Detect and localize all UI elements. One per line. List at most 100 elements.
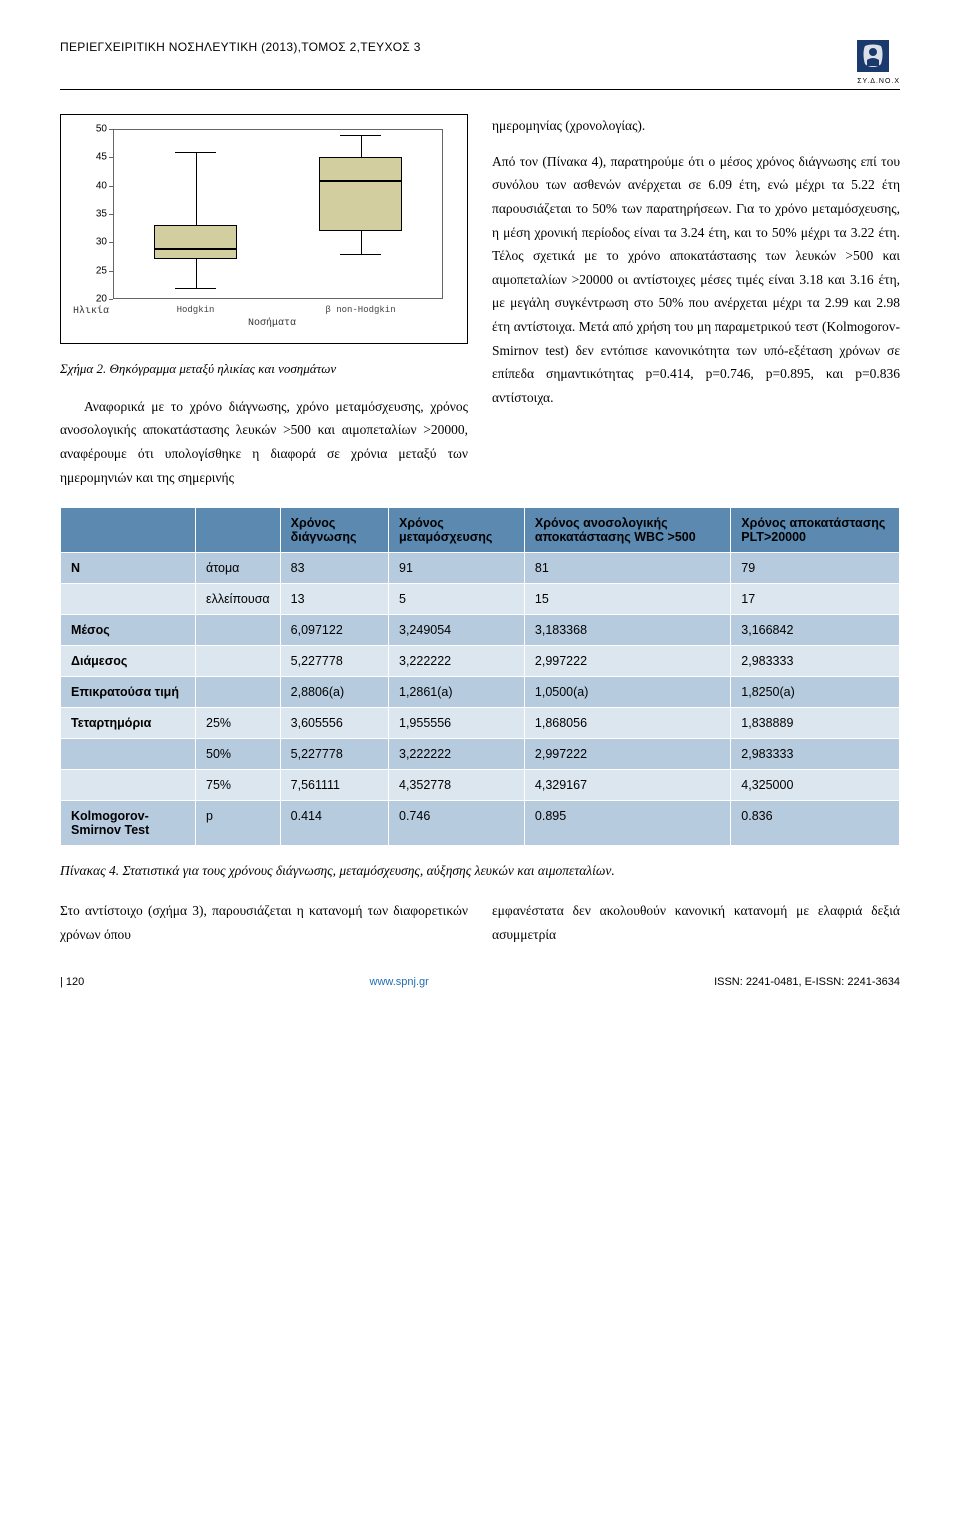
whisker-upper: [196, 152, 197, 226]
page-number: | 120: [60, 976, 84, 988]
table-header-cell: Χρόνος αποκατάστασης PLT>20000: [731, 508, 900, 553]
whisker-lower: [361, 231, 362, 254]
table-cell: 3,166842: [731, 615, 900, 646]
x-tick-label: β non-Hodgkin: [325, 303, 395, 319]
table-row: Τεταρτημόρια25%3,6055561,9555561,8680561…: [61, 708, 900, 739]
table-cell: 5: [389, 584, 525, 615]
table-cell: 17: [731, 584, 900, 615]
y-tick: [109, 186, 113, 187]
whisker-lower: [196, 259, 197, 287]
table-cell: 3,222222: [389, 646, 525, 677]
table-cell: 1,955556: [389, 708, 525, 739]
whisker-cap-upper: [340, 135, 381, 136]
table-cell: 3,605556: [280, 708, 388, 739]
table-cell: 3,249054: [389, 615, 525, 646]
table-header-cell: Χρόνος ανοσολογικής αποκατάστασης WBC >5…: [524, 508, 730, 553]
y-tick-label: 50: [87, 120, 107, 138]
logo-icon: [857, 40, 889, 78]
left-paragraph: Αναφορικά με το χρόνο διάγνωσης, χρόνο μ…: [60, 395, 468, 490]
table-cell: [196, 615, 281, 646]
chart-caption: Σχήμα 2. Θηκόγραμμα μεταξύ ηλικίας και ν…: [60, 358, 468, 381]
whisker-cap-lower: [340, 254, 381, 255]
table-cell: 13: [280, 584, 388, 615]
y-tick-label: 45: [87, 149, 107, 167]
table-cell: 0.746: [389, 801, 525, 846]
table-cell: [61, 770, 196, 801]
table-cell: [196, 677, 281, 708]
table-cell: 2,997222: [524, 739, 730, 770]
table-cell: Τεταρτημόρια: [61, 708, 196, 739]
table-row: 75%7,5611114,3527784,3291674,325000: [61, 770, 900, 801]
y-tick: [109, 299, 113, 300]
y-tick: [109, 242, 113, 243]
table-cell: 3,222222: [389, 739, 525, 770]
table-cell: 50%: [196, 739, 281, 770]
box: [154, 225, 237, 259]
footer-site: www.spnj.gr: [370, 976, 429, 988]
journal-header-title: ΠΕΡΙΕΓΧΕΙΡΙΤΙΚΗ ΝΟΣΗΛΕΥΤΙΚΗ (2013),ΤΟΜΟΣ…: [60, 40, 421, 54]
table-row: Nάτομα83918179: [61, 553, 900, 584]
table-cell: 81: [524, 553, 730, 584]
table-row: 50%5,2277783,2222222,9972222,983333: [61, 739, 900, 770]
table-header-cell: [61, 508, 196, 553]
whisker-cap-lower: [175, 288, 216, 289]
header-divider: [60, 89, 900, 90]
table-cell: 25%: [196, 708, 281, 739]
table-header-cell: [196, 508, 281, 553]
x-tick-label: Hodgkin: [177, 303, 215, 319]
y-tick-label: 35: [87, 205, 107, 223]
whisker-cap-upper: [175, 152, 216, 153]
table-cell: 4,329167: [524, 770, 730, 801]
table-cell: 5,227778: [280, 646, 388, 677]
right-continuation: ημερομηνίας (χρονολογίας).: [492, 114, 900, 138]
table-cell: 15: [524, 584, 730, 615]
table-row: ελλείπουσα1351517: [61, 584, 900, 615]
table-cell: Kolmogorov-Smirnov Test: [61, 801, 196, 846]
boxplot-chart: 20253035404550Hodgkinβ non-HodgkinΗλικία…: [60, 114, 468, 344]
table-cell: 0.414: [280, 801, 388, 846]
table-cell: Επικρατούσα τιμή: [61, 677, 196, 708]
median-line: [319, 180, 402, 182]
y-axis-title: Ηλικία: [73, 303, 109, 321]
table-cell: 1,838889: [731, 708, 900, 739]
table-cell: [61, 584, 196, 615]
table-caption: Πίνακας 4. Στατιστικά για τους χρόνους δ…: [60, 860, 900, 883]
table-row: Μέσος6,0971223,2490543,1833683,166842: [61, 615, 900, 646]
table-cell: 2,997222: [524, 646, 730, 677]
y-tick-label: 40: [87, 177, 107, 195]
table-cell: 2,983333: [731, 646, 900, 677]
table-cell: [196, 646, 281, 677]
table-cell: 91: [389, 553, 525, 584]
box: [319, 157, 402, 231]
table-cell: 4,352778: [389, 770, 525, 801]
bottom-right-text: εμφανέστατα δεν ακολουθούν κανονική κατα…: [492, 899, 900, 946]
table-cell: p: [196, 801, 281, 846]
table-cell: 1,8250(a): [731, 677, 900, 708]
table-cell: 7,561111: [280, 770, 388, 801]
y-tick-label: 25: [87, 262, 107, 280]
y-tick: [109, 214, 113, 215]
table-cell: άτομα: [196, 553, 281, 584]
median-line: [154, 248, 237, 250]
table-cell: 6,097122: [280, 615, 388, 646]
table-cell: ελλείπουσα: [196, 584, 281, 615]
right-paragraph: Από τον (Πίνακα 4), παρατηρούμε ότι ο μέ…: [492, 150, 900, 410]
table-cell: 0.836: [731, 801, 900, 846]
logo-container: ΣΥ.Δ.ΝΟ.Χ: [857, 40, 900, 85]
y-tick: [109, 271, 113, 272]
table-cell: 4,325000: [731, 770, 900, 801]
statistics-table: Χρόνος διάγνωσηςΧρόνος μεταμόσχευσηςΧρόν…: [60, 507, 900, 846]
table-row: Διάμεσος 5,2277783,2222222,9972222,983333: [61, 646, 900, 677]
table-cell: 3,183368: [524, 615, 730, 646]
whisker-upper: [361, 135, 362, 158]
table-cell: 83: [280, 553, 388, 584]
table-row: Kolmogorov-Smirnov Testp0.4140.7460.8950…: [61, 801, 900, 846]
table-cell: 75%: [196, 770, 281, 801]
y-tick: [109, 157, 113, 158]
table-cell: 2,8806(a): [280, 677, 388, 708]
table-cell: 1,2861(a): [389, 677, 525, 708]
table-cell: 1,0500(a): [524, 677, 730, 708]
table-cell: Διάμεσος: [61, 646, 196, 677]
y-tick: [109, 129, 113, 130]
table-cell: 5,227778: [280, 739, 388, 770]
